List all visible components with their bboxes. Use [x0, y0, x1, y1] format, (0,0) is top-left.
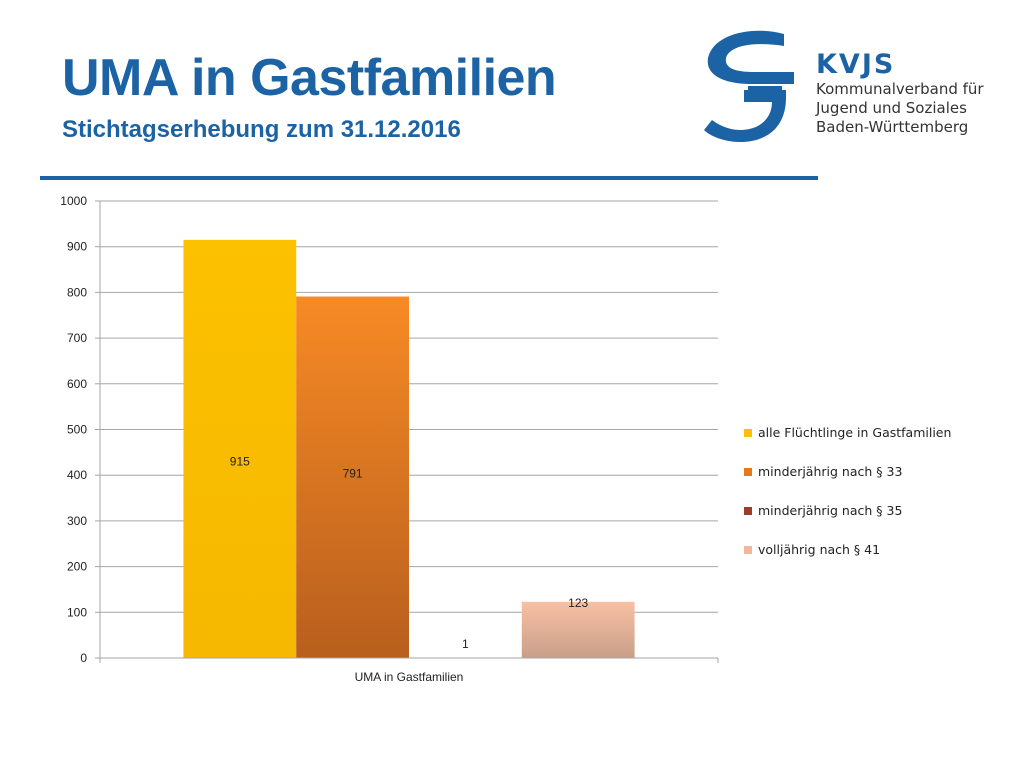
legend-item: minderjährig nach § 33 — [744, 464, 951, 503]
page-subtitle: Stichtagserhebung zum 31.12.2016 — [62, 116, 461, 143]
logo-line-2: Jugend und Soziales — [816, 99, 967, 117]
y-tick-label: 1000 — [60, 194, 87, 208]
legend-item: alle Flüchtlinge in Gastfamilien — [744, 425, 951, 464]
logo-brand: KVJS — [816, 49, 896, 80]
chart-axes — [95, 200, 719, 663]
legend-swatch — [744, 468, 752, 476]
y-tick-label: 600 — [67, 377, 87, 391]
legend-item: minderjährig nach § 35 — [744, 503, 951, 542]
y-tick-label: 700 — [67, 331, 87, 345]
title-divider — [40, 176, 818, 180]
legend-swatch — [744, 507, 752, 515]
y-tick-label: 0 — [80, 651, 87, 665]
y-tick-label: 300 — [67, 514, 87, 528]
logo-line-1: Kommunalverband für — [816, 80, 984, 98]
bar — [296, 296, 409, 658]
bar-data-label: 1 — [462, 637, 469, 651]
legend-item: volljährig nach § 41 — [744, 542, 951, 581]
bar-data-label: 791 — [343, 466, 363, 480]
kvjs-s-logo-icon — [704, 30, 794, 142]
y-tick-label: 500 — [67, 423, 87, 437]
legend-swatch — [744, 429, 752, 437]
legend-label: minderjährig nach § 33 — [758, 464, 903, 479]
y-tick-label: 900 — [67, 240, 87, 254]
bar — [521, 601, 635, 658]
bar-data-label: 915 — [230, 455, 250, 469]
legend-label: volljährig nach § 41 — [758, 542, 881, 557]
legend-label: minderjährig nach § 35 — [758, 503, 903, 518]
kvjs-logo: KVJS Kommunalverband für Jugend und Sozi… — [700, 28, 1000, 146]
y-tick-label: 400 — [67, 468, 87, 482]
y-tick-label: 100 — [67, 605, 87, 619]
chart-legend: alle Flüchtlinge in Gastfamilien minderjä… — [744, 425, 951, 581]
x-category-label: UMA in Gastfamilien — [355, 670, 464, 684]
legend-swatch — [744, 546, 752, 554]
y-tick-label: 200 — [67, 560, 87, 574]
bar — [183, 239, 297, 658]
y-tick-label: 800 — [67, 285, 87, 299]
chart-bars — [183, 239, 635, 659]
bar-data-label: 123 — [568, 596, 588, 610]
logo-line-3: Baden-Württemberg — [816, 118, 969, 136]
legend-label: alle Flüchtlinge in Gastfamilien — [758, 425, 952, 440]
page-title: UMA in Gastfamilien — [62, 49, 557, 107]
chart-labels: 0 100 200 300 400 500 600 700 800 900 1000 915 791 1 1… — [60, 194, 588, 684]
